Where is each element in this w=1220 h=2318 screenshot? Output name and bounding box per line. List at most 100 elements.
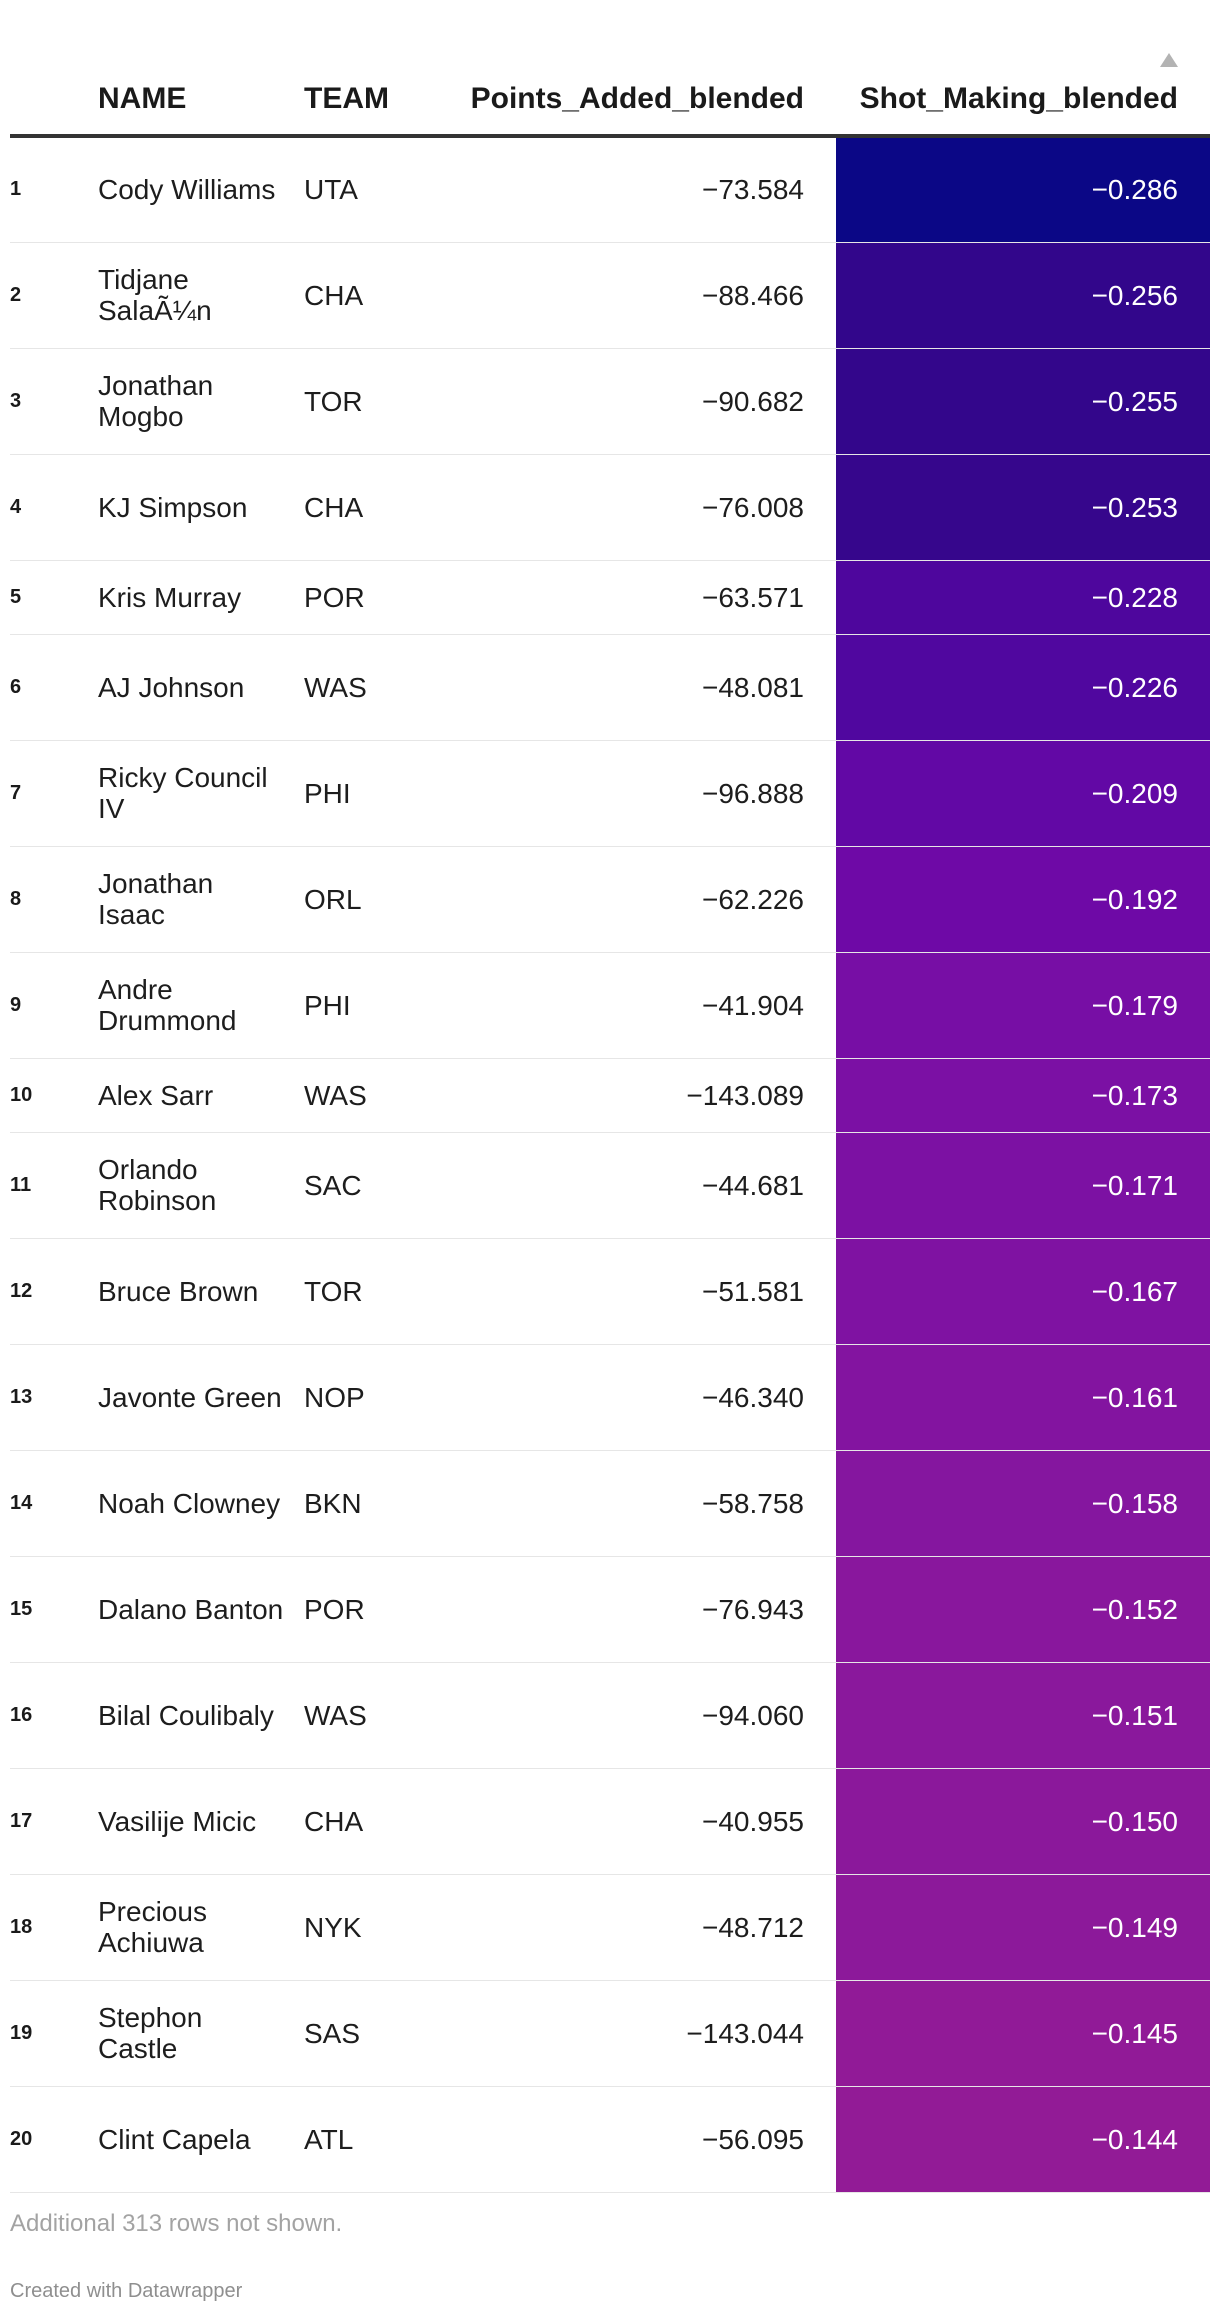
row-points-added: −90.682 — [702, 385, 804, 417]
row-points-added: −46.340 — [702, 1381, 804, 1413]
row-team: SAC — [304, 1169, 362, 1201]
row-shot-making: −0.158 — [836, 1450, 1210, 1556]
row-points-added: −73.584 — [702, 174, 804, 206]
table-row: 10 Alex Sarr WAS −143.089 −0.173 — [10, 1058, 1210, 1132]
row-rank: 17 — [10, 1809, 33, 1832]
row-name: Jonathan Isaac — [98, 868, 214, 930]
row-team: CHA — [304, 491, 364, 523]
table-row: 4 KJ Simpson CHA −76.008 −0.253 — [10, 454, 1210, 560]
player-table: NAME TEAM Points_Added_blended Shot_Maki… — [10, 0, 1210, 2193]
row-points-added: −143.044 — [686, 2017, 804, 2049]
row-shot-making: −0.255 — [836, 348, 1210, 454]
row-points-added: −143.089 — [686, 1079, 804, 1111]
table-row: 6 AJ Johnson WAS −48.081 −0.226 — [10, 634, 1210, 740]
row-team: WAS — [304, 1079, 367, 1111]
row-points-added: −48.081 — [702, 671, 804, 703]
row-points-added: −63.571 — [702, 581, 804, 613]
row-team: POR — [304, 1593, 365, 1625]
table-row: 3 Jonathan Mogbo TOR −90.682 −0.255 — [10, 348, 1210, 454]
table-row: 17 Vasilije Micic CHA −40.955 −0.150 — [10, 1768, 1210, 1874]
row-points-added: −51.581 — [702, 1275, 804, 1307]
row-shot-making: −0.152 — [836, 1556, 1210, 1662]
row-points-added: −76.943 — [702, 1593, 804, 1625]
row-team: NOP — [304, 1381, 365, 1413]
sort-ascending-icon[interactable] — [1160, 53, 1178, 67]
row-rank: 13 — [10, 1385, 33, 1408]
row-rank: 14 — [10, 1491, 33, 1514]
header-team[interactable]: TEAM — [304, 0, 444, 138]
row-team: WAS — [304, 671, 367, 703]
row-rank: 1 — [10, 178, 22, 201]
row-rank: 7 — [10, 781, 22, 804]
table-row: 11 Orlando Robinson SAC −44.681 −0.171 — [10, 1132, 1210, 1238]
table-notes: Additional 313 rows not shown. — [10, 2210, 343, 2237]
table-row: 18 Precious Achiuwa NYK −48.712 −0.149 — [10, 1874, 1210, 1980]
row-shot-making: −0.145 — [836, 1980, 1210, 2086]
row-name: Alex Sarr — [98, 1079, 214, 1111]
row-rank: 9 — [10, 993, 22, 1016]
row-name: Precious Achiuwa — [98, 1896, 207, 1958]
row-name: Bruce Brown — [98, 1275, 259, 1307]
row-team: WAS — [304, 1699, 367, 1731]
row-team: POR — [304, 581, 365, 613]
row-name: Jonathan Mogbo — [98, 370, 214, 432]
row-team: PHI — [304, 777, 351, 809]
row-shot-making: −0.171 — [836, 1132, 1210, 1238]
row-rank: 15 — [10, 1597, 33, 1620]
row-points-added: −56.095 — [702, 2123, 804, 2155]
header-shot-making[interactable]: Shot_Making_blended — [836, 0, 1210, 138]
row-team: CHA — [304, 279, 364, 311]
row-rank: 8 — [10, 887, 22, 910]
datawrapper-credit[interactable]: Created with Datawrapper — [10, 2280, 243, 2302]
row-name: Ricky Council IV — [98, 762, 268, 824]
row-name: KJ Simpson — [98, 491, 248, 523]
row-points-added: −96.888 — [702, 777, 804, 809]
header-rank — [10, 0, 98, 138]
table-row: 13 Javonte Green NOP −46.340 −0.161 — [10, 1344, 1210, 1450]
row-shot-making: −0.179 — [836, 952, 1210, 1058]
row-shot-making: −0.209 — [836, 740, 1210, 846]
row-shot-making: −0.286 — [836, 136, 1210, 242]
table-row: 9 Andre Drummond PHI −41.904 −0.179 — [10, 952, 1210, 1058]
row-team: NYK — [304, 1911, 362, 1943]
header-points-added[interactable]: Points_Added_blended — [444, 0, 836, 138]
row-rank: 18 — [10, 1915, 33, 1938]
row-team: BKN — [304, 1487, 362, 1519]
row-rank: 10 — [10, 1083, 33, 1106]
table-row: 12 Bruce Brown TOR −51.581 −0.167 — [10, 1238, 1210, 1344]
row-team: TOR — [304, 385, 363, 417]
row-rank: 12 — [10, 1279, 33, 1302]
row-rank: 11 — [10, 1173, 32, 1196]
row-shot-making: −0.253 — [836, 454, 1210, 560]
row-points-added: −44.681 — [702, 1169, 804, 1201]
row-team: PHI — [304, 989, 351, 1021]
row-shot-making: −0.173 — [836, 1058, 1210, 1132]
row-shot-making: −0.149 — [836, 1874, 1210, 1980]
row-name: Andre Drummond — [98, 974, 237, 1036]
row-rank: 20 — [10, 2127, 33, 2150]
row-team: CHA — [304, 1805, 364, 1837]
row-shot-making: −0.144 — [836, 2086, 1210, 2192]
row-points-added: −88.466 — [702, 279, 804, 311]
row-points-added: −40.955 — [702, 1805, 804, 1837]
row-shot-making: −0.151 — [836, 1662, 1210, 1768]
row-team: SAS — [304, 2017, 361, 2049]
row-rank: 6 — [10, 675, 22, 698]
table-row: 15 Dalano Banton POR −76.943 −0.152 — [10, 1556, 1210, 1662]
row-name: Orlando Robinson — [98, 1154, 217, 1216]
row-rank: 16 — [10, 1703, 33, 1726]
row-name: Kris Murray — [98, 581, 242, 613]
row-name: Cody Williams — [98, 174, 276, 206]
table-row: 14 Noah Clowney BKN −58.758 −0.158 — [10, 1450, 1210, 1556]
table-body: 1 Cody Williams UTA −73.584 −0.286 2 Tidjane S… — [10, 136, 1210, 2192]
table-row: 19 Stephon Castle SAS −143.044 −0.145 — [10, 1980, 1210, 2086]
row-rank: 2 — [10, 283, 22, 306]
table-row: 1 Cody Williams UTA −73.584 −0.286 — [10, 136, 1210, 242]
header-name[interactable]: NAME — [98, 0, 304, 138]
table-header-row: NAME TEAM Points_Added_blended Shot_Maki… — [10, 0, 1210, 138]
row-points-added: −94.060 — [702, 1699, 804, 1731]
row-shot-making: −0.167 — [836, 1238, 1210, 1344]
row-shot-making: −0.228 — [836, 560, 1210, 634]
row-name: Javonte Green — [98, 1381, 282, 1413]
row-team: TOR — [304, 1275, 363, 1307]
